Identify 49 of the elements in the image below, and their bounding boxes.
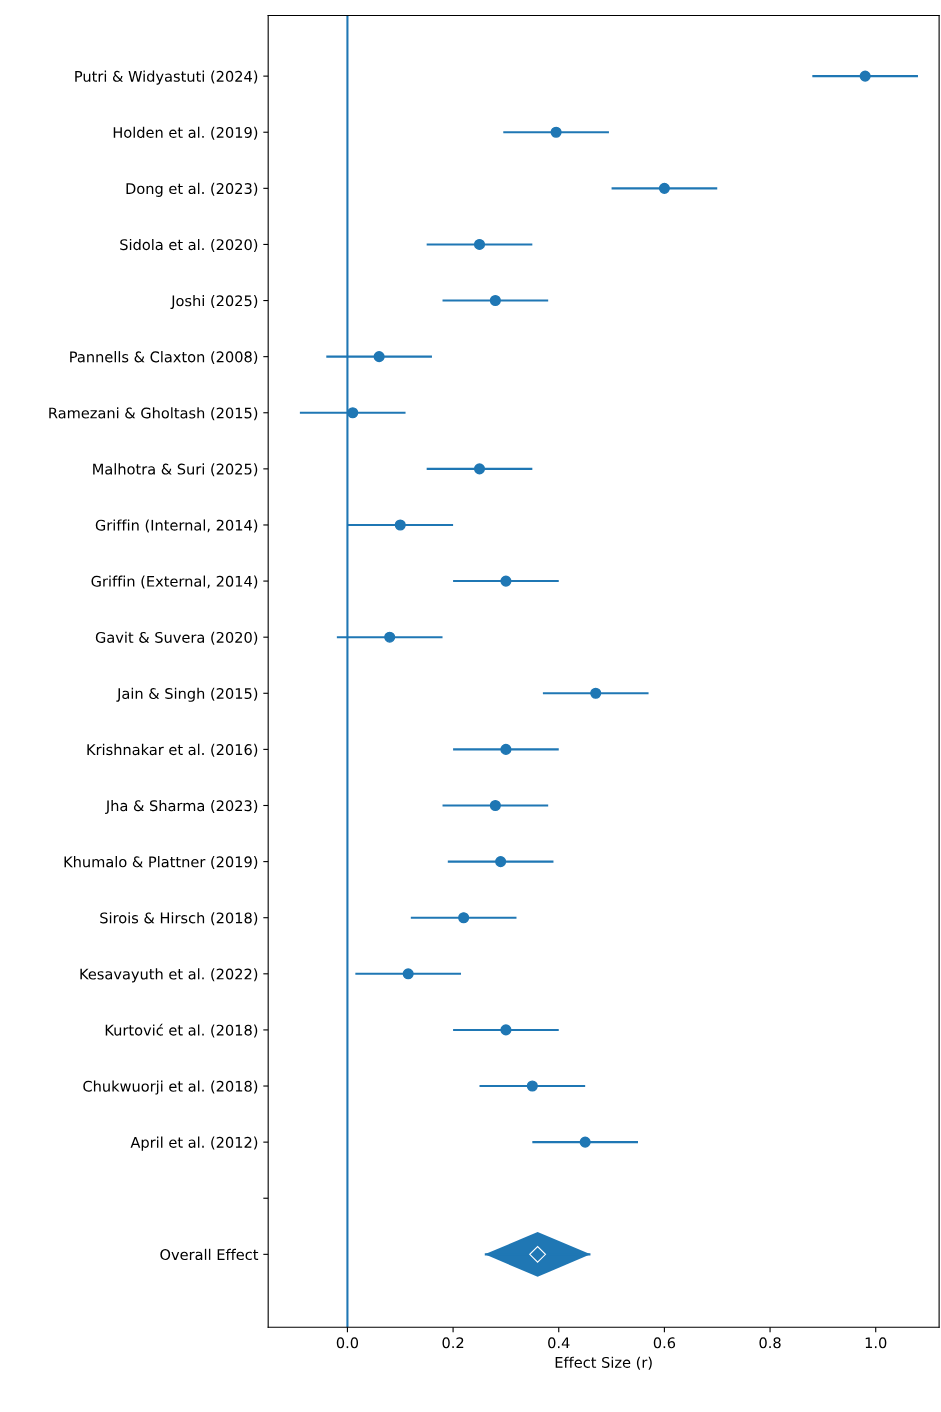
point xyxy=(550,126,562,138)
point xyxy=(373,351,385,363)
point xyxy=(394,519,406,531)
point xyxy=(500,743,512,755)
y-tick-label: Khumalo & Plattner (2019) xyxy=(64,856,258,870)
y-tick-label: Jha & Sharma (2023) xyxy=(105,799,258,814)
point xyxy=(402,968,414,980)
y-tick-label: Sirois & Hirsch (2018) xyxy=(100,912,258,926)
y-tick-label: Pannells & Claxton (2008) xyxy=(70,351,258,365)
y-tick-label: Holden et al. (2019) xyxy=(113,126,258,140)
y-tick-label: Putri & Widyastuti (2024) xyxy=(75,70,258,85)
point xyxy=(500,575,512,587)
x-tick-label: 0.0 xyxy=(336,1337,359,1349)
point xyxy=(495,856,507,868)
y-tick-label: Sidola et al. (2020) xyxy=(120,238,258,252)
y-tick-label: Gavit & Suvera (2020) xyxy=(95,631,258,645)
point xyxy=(347,407,359,419)
point xyxy=(489,799,501,812)
point xyxy=(529,1245,547,1263)
point xyxy=(458,912,470,924)
point xyxy=(473,238,486,250)
point xyxy=(859,70,871,82)
y-tick-label: Malhotra & Suri (2025) xyxy=(93,463,258,477)
x-tick-label: 0.8 xyxy=(759,1337,781,1349)
y-tick-label: Joshi (2025) xyxy=(170,295,258,310)
y-tick-label: Chukwuorji et al. (2018) xyxy=(83,1080,258,1095)
point xyxy=(590,687,602,699)
point xyxy=(579,1136,591,1148)
x-tick-label: 0.6 xyxy=(653,1337,676,1349)
point xyxy=(500,1024,512,1036)
y-tick-label: Ramezani & Gholtash (2015) xyxy=(49,407,258,421)
x-axis-title: Effect Size (r) xyxy=(555,1356,652,1370)
point xyxy=(384,631,396,643)
y-tick-label: Griffin (Internal, 2014) xyxy=(95,519,258,533)
x-tick-label: 1.0 xyxy=(865,1337,887,1349)
y-tick-label: Jain & Singh (2015) xyxy=(116,687,258,702)
point xyxy=(526,1080,538,1092)
x-tick-label: 0.4 xyxy=(548,1337,570,1349)
x-tick-label: 0.2 xyxy=(442,1337,464,1349)
y-tick-label: April et al. (2012) xyxy=(130,1136,258,1151)
point xyxy=(473,463,486,475)
y-tick-label: Dong et al. (2023) xyxy=(126,182,258,197)
y-tick-label: Kurtović et al. (2018) xyxy=(105,1023,258,1038)
point xyxy=(658,182,670,194)
y-tick-label: Griffin (External, 2014) xyxy=(91,575,258,589)
point xyxy=(489,294,501,307)
y-tick-label: Krishnakar et al. (2016) xyxy=(87,743,258,757)
y-tick-label: Kesavayuth et al. (2022) xyxy=(80,968,258,983)
y-tick-label: Overall Effect xyxy=(160,1248,259,1261)
